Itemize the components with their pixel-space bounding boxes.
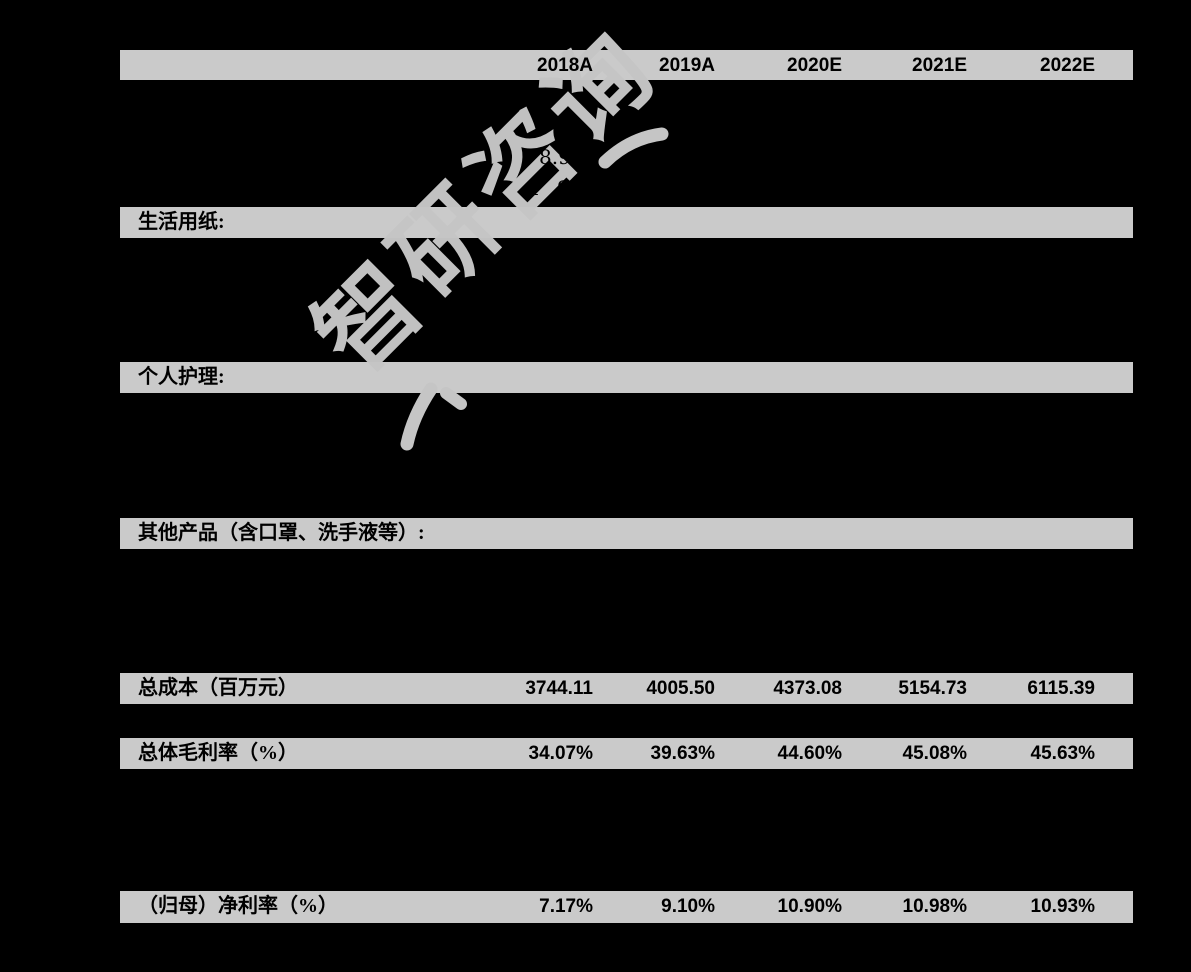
total-cost-2022E: 6115.39 [1027, 678, 1095, 699]
section-label-other-products: 其他产品（含口罩、洗手液等）: [138, 522, 425, 544]
net-margin-2018A: 7.17% [539, 896, 593, 917]
section-row-personal-care: 个人护理: [120, 362, 1133, 393]
row-gross-margin: 总体毛利率（%） 34.07% 39.63% 44.60% 45.08% 45.… [120, 738, 1133, 769]
section-label-personal-care: 个人护理: [138, 366, 225, 388]
total-cost-2019A: 4005.50 [646, 678, 715, 699]
row-net-margin: （归母）净利率（%） 7.17% 9.10% 10.90% 10.98% 10.… [120, 891, 1133, 923]
obscured-value-fragment-6: 22.84 [526, 274, 584, 298]
row-label-gross-margin: 总体毛利率（%） [138, 742, 298, 764]
section-row-tissue-paper: 生活用纸: [120, 207, 1133, 238]
net-margin-2022E: 10.93% [1030, 896, 1095, 917]
net-margin-2020E: 10.90% [777, 896, 842, 917]
net-margin-2019A: 9.10% [661, 896, 715, 917]
net-margin-2021E: 10.98% [902, 896, 967, 917]
column-header-2020E: 2020E [787, 55, 842, 76]
row-label-total-cost: 总成本（百万元） [138, 677, 298, 699]
gross-margin-2019A: 39.63% [650, 743, 715, 764]
column-header-2018A: 2018A [537, 55, 593, 76]
obscured-value-fragment-7: 22 [542, 305, 567, 315]
total-cost-2021E: 5154.73 [898, 678, 967, 699]
total-cost-2018A: 3744.11 [525, 678, 593, 699]
column-header-2019A: 2019A [659, 55, 715, 76]
section-row-other-products: 其他产品（含口罩、洗手液等）: [120, 518, 1133, 549]
row-total-cost: 总成本（百万元） 3744.11 4005.50 4373.08 5154.73… [120, 673, 1133, 704]
gross-margin-2018A: 34.07% [528, 743, 593, 764]
obscured-value-fragment-3: 9% [557, 176, 589, 200]
obscured-value-fragment-2: 1 [528, 176, 541, 200]
column-header-2021E: 2021E [912, 55, 967, 76]
table-header-row: 2018A 2019A 2020E 2021E 2022E [120, 50, 1133, 80]
gross-margin-2020E: 44.60% [777, 743, 842, 764]
obscured-value-fragment-7-text: 22 [542, 305, 567, 315]
obscured-value-fragment-5: 576.49 [531, 240, 601, 264]
total-cost-2020E: 4373.08 [773, 678, 842, 699]
column-header-2022E: 2022E [1040, 55, 1095, 76]
section-label-tissue-paper: 生活用纸: [138, 211, 225, 233]
obscured-value-fragment-4: 48 [651, 181, 677, 205]
gross-margin-2021E: 45.08% [902, 743, 967, 764]
gross-margin-2022E: 45.63% [1030, 743, 1095, 764]
row-label-net-margin: （归母）净利率（%） [138, 895, 338, 917]
obscured-value-fragment-1: 8.99 [539, 145, 584, 169]
